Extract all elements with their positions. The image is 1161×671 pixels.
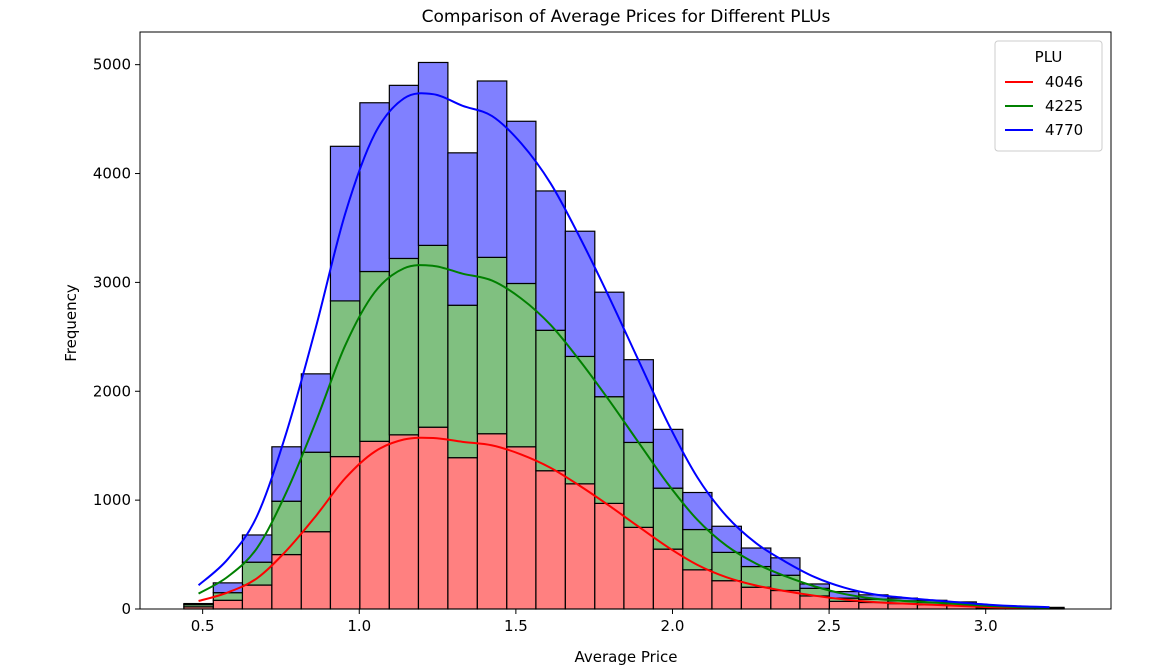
bar-4046-bin-13 (564, 483, 596, 610)
y-tick-label: 3000 (93, 273, 131, 291)
bar-4770-bin-3 (271, 446, 302, 502)
bar-4046-bin-18 (711, 580, 742, 610)
bar-4225-bin-2 (241, 561, 273, 586)
bar-4225-bin-13 (564, 355, 596, 485)
bar-4046-bin-7 (388, 434, 420, 610)
bar-4046-bin-19 (740, 586, 772, 610)
x-tick-label: 3.0 (974, 617, 998, 635)
kde-curves-layer (197, 92, 1050, 610)
bar-4225-bin-15 (623, 441, 654, 528)
y-axis-label: Frequency (62, 284, 80, 362)
bar-4046-bin-22 (828, 600, 860, 610)
bar-4770-bin-13 (564, 230, 596, 358)
chart-title: Comparison of Average Prices for Differe… (422, 7, 831, 27)
y-tick-label: 0 (121, 600, 131, 618)
bar-4225-bin-6 (359, 270, 390, 442)
kde-line-4770 (197, 92, 1050, 609)
legend-title: PLU (1035, 48, 1063, 66)
bar-4225-bin-4 (300, 451, 332, 533)
x-tick-label: 2.0 (661, 617, 685, 635)
bar-4046-bin-3 (271, 553, 302, 610)
bar-4225-bin-12 (535, 329, 566, 472)
bar-4046-bin-16 (652, 548, 684, 610)
y-tick-label: 1000 (93, 491, 131, 509)
legend: PLU 4046 4225 4770 (994, 40, 1103, 152)
bar-4046-bin-14 (594, 502, 625, 610)
bar-4046-bin-10 (476, 433, 508, 610)
bar-4046-bin-15 (623, 526, 654, 610)
bar-4046-bin-8 (417, 426, 449, 610)
bar-4770-bin-11 (506, 120, 537, 285)
bar-4046-bin-4 (300, 531, 332, 610)
bar-4046-bin-2 (241, 584, 273, 610)
bar-4225-bin-20 (770, 574, 801, 592)
bar-4770-bin-8 (417, 61, 449, 246)
bar-4046-bin-12 (535, 470, 566, 610)
bar-4770-bin-16 (652, 428, 684, 489)
legend-label-4046: 4046 (1045, 73, 1083, 91)
kde-line-4046 (198, 436, 1050, 610)
legend-label-4225: 4225 (1045, 97, 1083, 115)
bar-4225-bin-14 (594, 396, 625, 504)
x-tick-label: 1.0 (347, 617, 371, 635)
bar-4225-bin-17 (682, 528, 713, 571)
x-tick-label: 1.5 (504, 617, 528, 635)
bar-4225-bin-3 (271, 500, 302, 556)
bar-4770-bin-5 (329, 145, 361, 302)
legend-label-4770: 4770 (1045, 121, 1083, 139)
y-tick-label: 4000 (93, 165, 131, 183)
bar-4046-bin-9 (447, 457, 478, 610)
bar-4046-bin-17 (682, 569, 713, 610)
legend-box (994, 40, 1103, 152)
bar-4046-bin-1 (212, 599, 244, 610)
axes-layer: 0.5 1.0 1.5 2.0 2.5 3.0 0 1000 2000 3000 4000 5000 (93, 31, 1112, 635)
y-tick-label: 5000 (93, 56, 131, 74)
x-axis-label: Average Price (575, 648, 678, 666)
x-tick-label: 2.5 (817, 617, 841, 635)
bar-4770-bin-9 (447, 152, 478, 306)
bars-layer (183, 61, 1065, 610)
kde-line-4225 (198, 264, 1050, 609)
bar-4770-bin-12 (535, 190, 566, 331)
plot-frame (139, 31, 1112, 610)
y-tick-label: 2000 (93, 382, 131, 400)
bar-4225-bin-10 (476, 256, 508, 435)
bar-4770-bin-0 (183, 602, 214, 606)
bar-4046-bin-6 (359, 440, 390, 610)
bar-4225-bin-8 (417, 244, 449, 428)
bar-4770-bin-7 (388, 84, 420, 260)
bar-4770-bin-17 (682, 491, 713, 531)
bar-4225-bin-7 (388, 257, 420, 436)
bar-4770-bin-4 (300, 373, 332, 453)
bar-4770-bin-14 (594, 291, 625, 398)
x-tick-label: 0.5 (191, 617, 215, 635)
bar-4225-bin-19 (740, 565, 772, 588)
bar-4770-bin-10 (476, 80, 508, 258)
bar-4770-bin-6 (359, 102, 390, 273)
bar-4225-bin-9 (447, 304, 478, 459)
bar-4770-bin-18 (711, 525, 742, 553)
bar-4770-bin-15 (623, 359, 654, 444)
bar-4046-bin-11 (506, 446, 537, 610)
